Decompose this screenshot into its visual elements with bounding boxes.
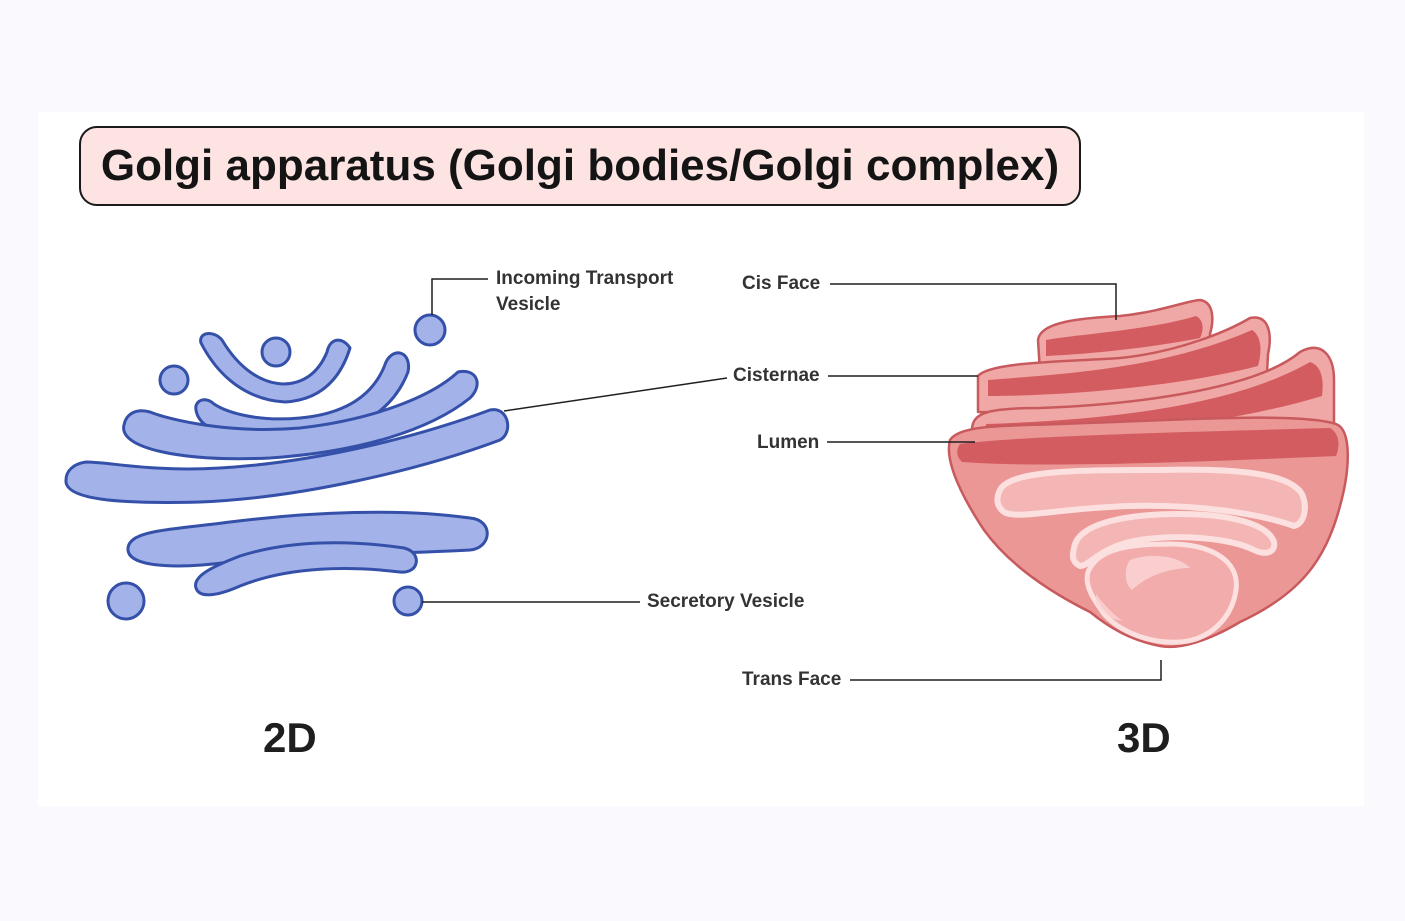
leader-trans-face (850, 660, 1162, 681)
leader-cis-face (830, 283, 1117, 320)
cisterna-2d-bottom (194, 541, 418, 597)
label-incoming-line1: Incoming Transport (496, 268, 674, 289)
view-title-3d: 3D (1117, 714, 1171, 761)
vesicle-2d-bottom-left (106, 581, 146, 621)
golgi-3d-inner-fold-2 (1069, 511, 1278, 569)
label-incoming-line2: Vesicle (496, 294, 561, 315)
golgi-3d-highlight-1 (1125, 555, 1190, 590)
label-incoming-transport-vesicle: Incoming Transport Vesicle (496, 266, 673, 318)
cisterna-2d-fourth (64, 408, 510, 504)
incoming-transport-vesicle (413, 313, 447, 347)
golgi-3d (947, 298, 1349, 649)
cisterna-3d-top-lumen (1046, 316, 1203, 356)
secretory-vesicle (392, 585, 424, 617)
leader-lines (422, 278, 1162, 681)
cisterna-2d-third (122, 369, 479, 461)
cisterna-2d-arc-top (199, 332, 352, 404)
view-title-2d: 2D (263, 714, 317, 761)
vesicle-2d-left (158, 364, 190, 396)
diagram-title: Golgi apparatus (Golgi bodies/Golgi comp… (100, 141, 1060, 190)
vesicle-2d-center-top (260, 336, 292, 368)
golgi-3d-front-lobe (1084, 541, 1239, 645)
golgi-3d-highlight-2 (1096, 594, 1122, 621)
golgi-2d (64, 313, 510, 621)
label-cisternae: Cisternae (733, 365, 820, 386)
label-cis-face: Cis Face (742, 273, 821, 294)
cisterna-3d-second-lumen (988, 330, 1261, 396)
golgi-3d-lumen-rim (957, 428, 1339, 465)
label-lumen: Lumen (757, 432, 820, 453)
cisterna-3d-third-lumen (986, 362, 1323, 440)
title-box: Golgi apparatus (Golgi bodies/Golgi comp… (79, 126, 1081, 206)
golgi-3d-inner-fold-1 (994, 466, 1308, 529)
leader-cisternae (503, 377, 728, 412)
label-trans-face: Trans Face (742, 669, 842, 690)
leader-incoming (431, 278, 488, 315)
label-secretory-vesicle: Secretory Vesicle (647, 591, 805, 612)
